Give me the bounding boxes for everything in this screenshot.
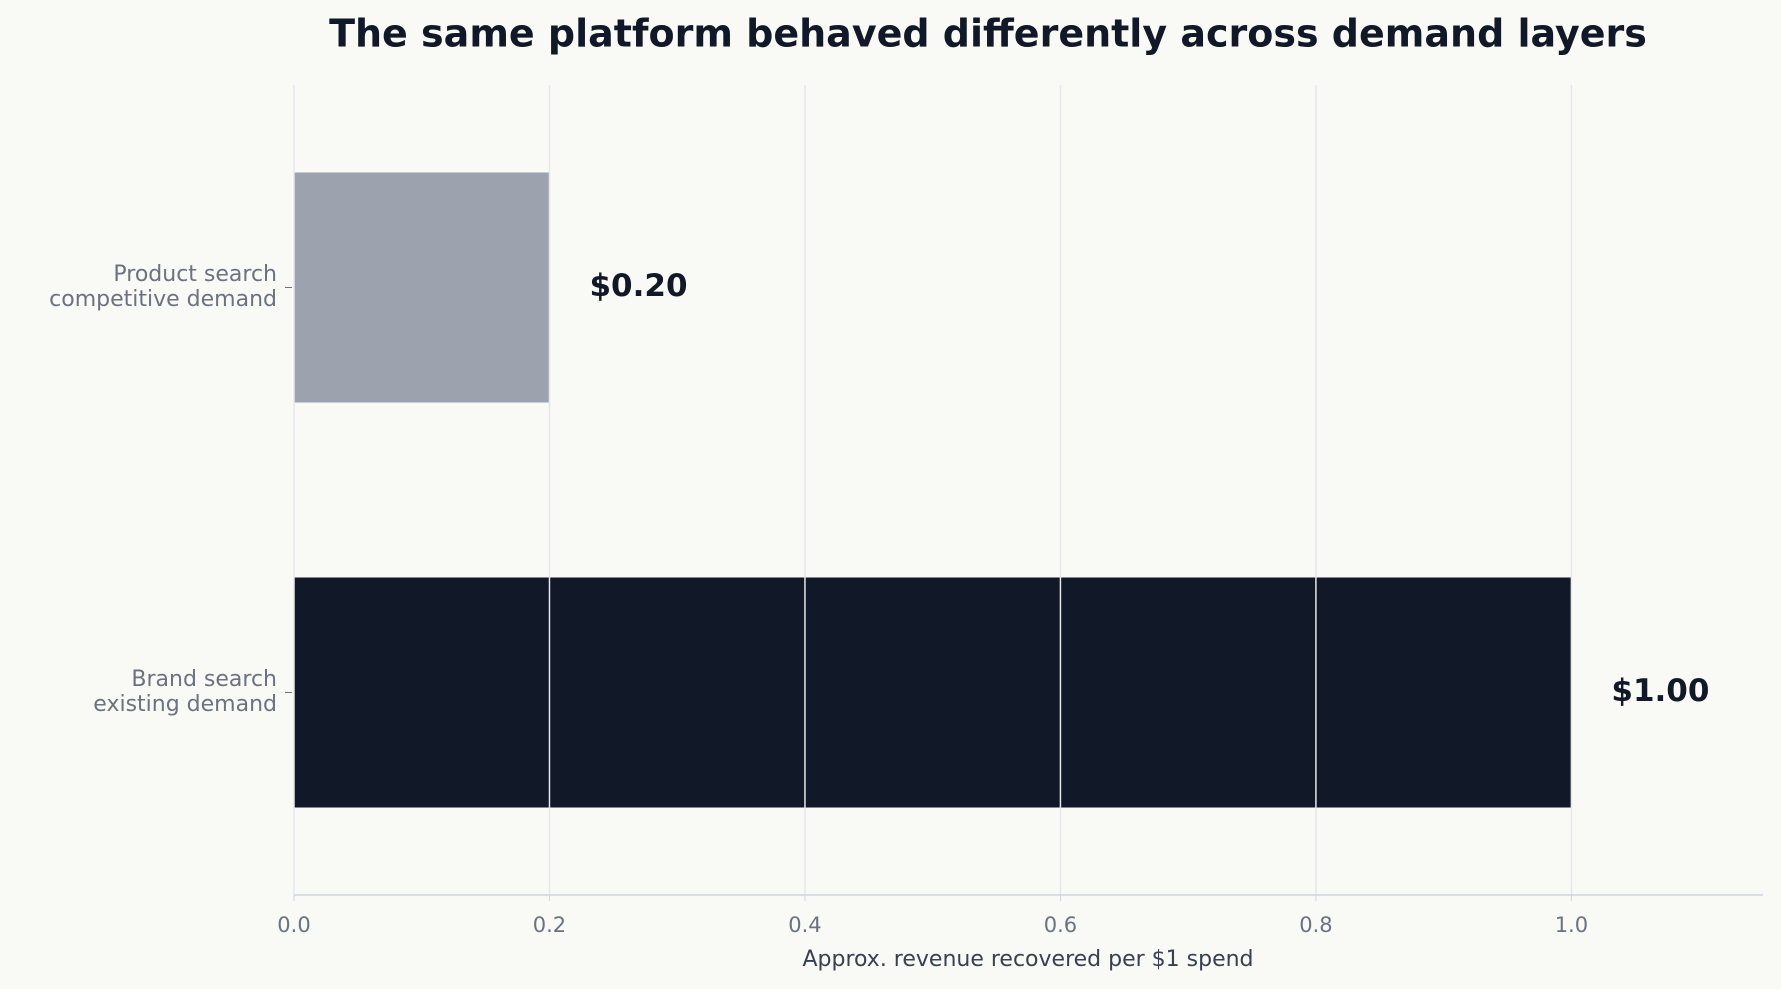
x-tick-label: 0.4 xyxy=(788,913,821,937)
bar xyxy=(294,172,550,403)
value-label: $1.00 xyxy=(1611,673,1709,709)
x-tick-label: 0.2 xyxy=(533,913,566,937)
chart-title: The same platform behaved differently ac… xyxy=(329,12,1647,56)
x-tick-label: 0.0 xyxy=(277,913,310,937)
x-tick-label: 0.8 xyxy=(1299,913,1332,937)
x-tick-label: 1.0 xyxy=(1555,913,1588,937)
x-axis-label: Approx. revenue recovered per $1 spend xyxy=(802,947,1253,972)
y-tick-label: Product search competitive demand xyxy=(49,262,277,312)
bar xyxy=(294,577,1572,808)
value-label: $0.20 xyxy=(589,268,687,304)
y-tick-label: Brand search existing demand xyxy=(93,667,277,717)
x-tick-label: 0.6 xyxy=(1044,913,1077,937)
